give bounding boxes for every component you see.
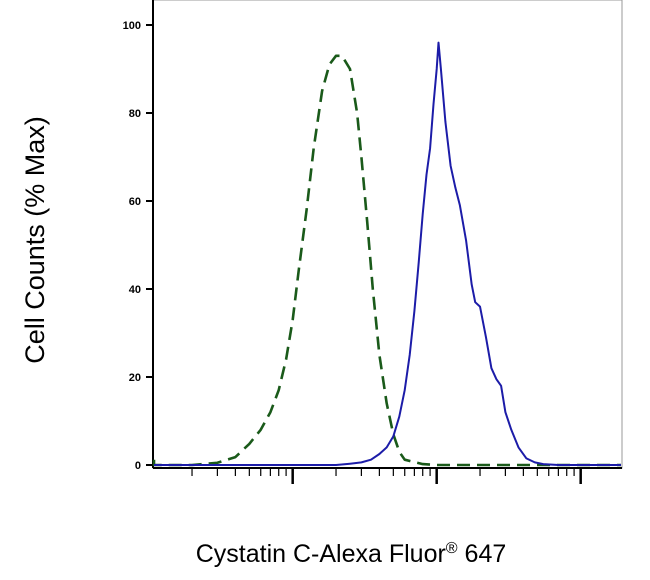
y-axis-label: Cell Counts (% Max) (20, 116, 50, 364)
x-axis-label: Cystatin C-Alexa Fluor® 647 (196, 540, 507, 568)
y-tick-label: 40 (129, 284, 141, 296)
y-tick-label: 80 (129, 108, 141, 120)
y-ticks: 0 20 40 60 80 100 (123, 20, 153, 472)
y-tick-label: 0 (135, 460, 141, 472)
y-tick-label: 20 (129, 372, 141, 384)
plot-frame (152, 0, 623, 469)
y-tick-label: 60 (129, 196, 141, 208)
x-ticks (191, 468, 582, 484)
series-group (152, 41, 621, 467)
x-axis-label-suffix: 647 (458, 540, 507, 568)
series-line-sample-solid (154, 41, 621, 466)
y-tick-label: 100 (123, 20, 141, 32)
series-line-control-dashed (152, 54, 621, 467)
x-axis-label-main: Cystatin C-Alexa Fluor (196, 540, 446, 568)
x-axis-label-registered: ® (446, 540, 458, 557)
